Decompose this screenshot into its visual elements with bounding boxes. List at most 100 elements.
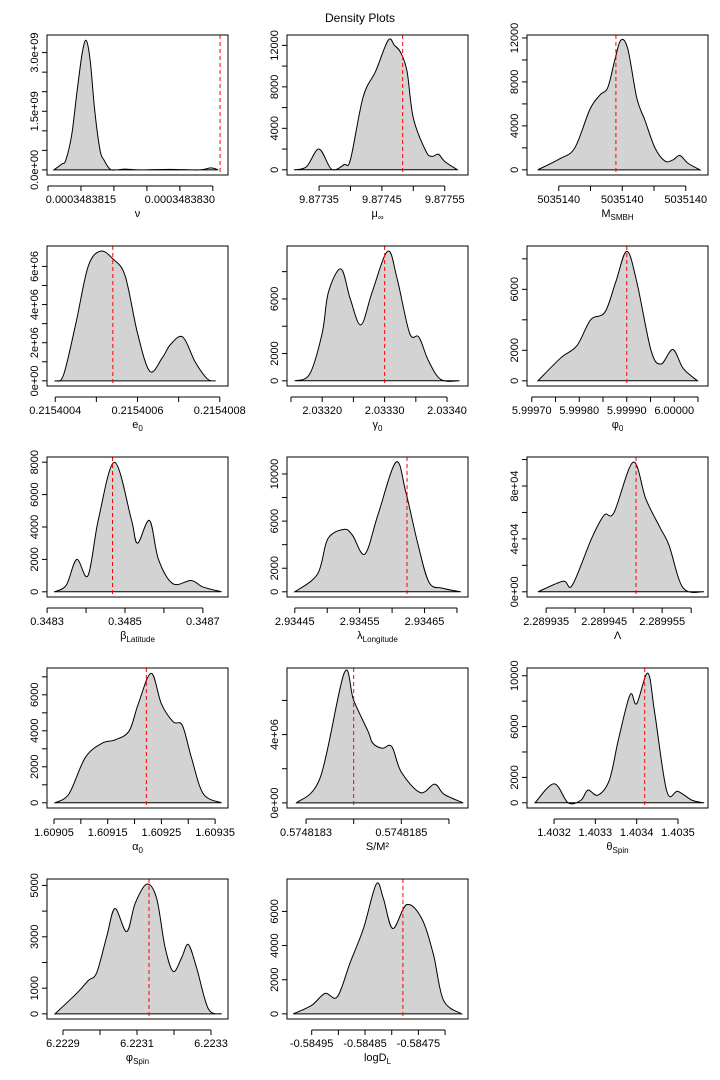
x-tick-label: 2.289955 [639, 616, 685, 628]
x-axis-label: θSpin [606, 841, 628, 855]
x-axis-label: φ0 [612, 419, 624, 433]
y-tick-label: 6e+06 [29, 251, 41, 282]
density-panel: 0.5748183 0.5748185 0e+00 4e+06 S/M² [269, 667, 469, 853]
x-tick-label: -0.58475 [397, 1038, 440, 1050]
x-tick-label: 0.3487 [186, 616, 220, 628]
y-tick-label: 2000 [269, 967, 281, 991]
x-axis-label: e0 [132, 419, 143, 433]
x-axis-label-main: α [132, 841, 139, 853]
y-tick-label: 8000 [269, 75, 281, 99]
density-panel: 9.87735 9.87745 9.87755 0 4000 8000 12000 μ∞ [269, 30, 469, 222]
density-area [53, 883, 222, 1015]
x-tick-label: 9.87755 [425, 194, 465, 206]
density-panel: 2.289935 2.289945 2.289955 0e+00 4e+04 8e+04 Λ [509, 456, 709, 642]
x-axis-label-main: β [120, 630, 126, 642]
y-tick-label: 0 [269, 167, 281, 173]
x-axis-label-main: e [132, 419, 138, 431]
y-tick-label: 0 [509, 378, 521, 384]
x-tick-label: 6.2231 [120, 1038, 154, 1050]
x-axis-label-sub: 0 [138, 846, 143, 855]
x-tick-label: 2.93445 [275, 616, 315, 628]
y-tick-label: 2000 [509, 765, 521, 789]
density-panel: 0.3483 0.3485 0.3487 0 2000 4000 6000 8000 βLati… [29, 450, 229, 644]
density-area [52, 39, 219, 171]
y-tick-label: 10000 [509, 660, 521, 691]
y-tick-label: 2000 [509, 338, 521, 362]
x-tick-label: 1.4032 [537, 827, 571, 839]
figure-title: Density Plots [325, 11, 395, 25]
x-axis-label-main: θ [606, 841, 612, 853]
y-tick-label: 3000 [29, 925, 41, 949]
density-panel: 1.60905 1.60915 1.60925 1.60935 0 2000 4000 600… [29, 667, 235, 855]
y-tick-label: 4000 [269, 116, 281, 140]
x-tick-label: 9.87745 [362, 194, 402, 206]
x-axis-label: α0 [132, 841, 143, 855]
x-axis-label-sub: Spin [613, 846, 629, 855]
y-tick-label: 0 [269, 378, 281, 384]
density-area [293, 38, 459, 171]
y-tick-label: 4e+06 [269, 719, 281, 750]
y-tick-label: 0 [29, 589, 41, 595]
density-panel: 1.4032 1.4033 1.4034 1.4035 0 2000 6000 10000 θS… [509, 660, 709, 855]
x-tick-label: 1.60935 [195, 827, 235, 839]
x-axis-label: βLatitude [120, 630, 155, 644]
y-tick-label: 8e+04 [509, 471, 521, 502]
density-area [293, 461, 461, 593]
y-tick-label: 0e+00 [509, 576, 521, 607]
x-tick-label: 5035140 [601, 194, 644, 206]
x-axis-label: logDL [364, 1052, 392, 1066]
x-axis-label: λLongitude [357, 630, 398, 644]
x-tick-label: 1.60915 [88, 827, 128, 839]
x-tick-label: 9.87735 [299, 194, 339, 206]
x-tick-label: 1.60905 [34, 827, 74, 839]
x-axis-label: μ∞ [371, 208, 383, 222]
y-tick-label: 12000 [509, 23, 521, 54]
x-axis-label-main: S/M² [366, 841, 390, 853]
x-tick-label: 5035140 [537, 194, 580, 206]
x-axis-label-sub: SMBH [611, 213, 634, 222]
x-tick-label: 6.00000 [654, 405, 694, 417]
x-axis-label: Λ [614, 630, 622, 642]
x-tick-label: -0.58495 [290, 1038, 333, 1050]
density-area [295, 669, 464, 804]
x-axis-label-sub: Longitude [363, 635, 399, 644]
density-panel: 2.93445 2.93455 2.93465 0 2000 6000 10000 λLong… [269, 456, 469, 644]
x-tick-label: -0.58485 [343, 1038, 386, 1050]
x-axis-label-main: φ [126, 1052, 133, 1064]
x-axis-label: ν [135, 208, 141, 220]
density-panel: 0.2154004 0.2154006 0.2154008 0e+00 2e+06 4e+… [29, 245, 246, 433]
y-tick-label: 0 [509, 800, 521, 806]
x-axis-label-main: ν [135, 208, 141, 220]
x-tick-label: 1.60925 [142, 827, 182, 839]
y-tick-label: 0.0e+00 [29, 150, 41, 190]
x-axis-label-sub: Spin [133, 1057, 149, 1066]
x-axis-label-sub: 0 [619, 424, 624, 433]
x-tick-label: 2.03340 [427, 405, 467, 417]
y-tick-label: 1000 [29, 976, 41, 1000]
y-tick-label: 0e+00 [269, 787, 281, 818]
x-tick-label: 2.93465 [405, 616, 445, 628]
y-tick-label: 2e+06 [29, 327, 41, 358]
y-tick-label: 4e+06 [29, 289, 41, 320]
x-axis-label-main: M [601, 208, 610, 220]
x-tick-label: 5.99980 [559, 405, 599, 417]
density-area [537, 38, 702, 171]
x-tick-label: 0.0003483830 [145, 194, 215, 206]
density-panel: 5035140 5035140 5035140 0 4000 8000 12000 MSMBH [509, 23, 709, 222]
y-tick-label: 6000 [29, 482, 41, 506]
x-tick-label: 0.2154004 [29, 405, 81, 417]
x-axis-label-sub: 0 [378, 424, 383, 433]
density-area [533, 672, 705, 805]
density-area [536, 250, 699, 382]
y-tick-label: 0 [509, 167, 521, 173]
density-area [294, 250, 460, 382]
y-tick-label: 8000 [29, 450, 41, 474]
y-tick-label: 2000 [29, 755, 41, 779]
y-tick-label: 2000 [269, 341, 281, 365]
x-tick-label: 2.93455 [340, 616, 380, 628]
x-axis-label-main: γ [373, 419, 379, 431]
x-tick-label: 0.2154008 [194, 405, 246, 417]
x-axis-label: φSpin [126, 1052, 149, 1066]
